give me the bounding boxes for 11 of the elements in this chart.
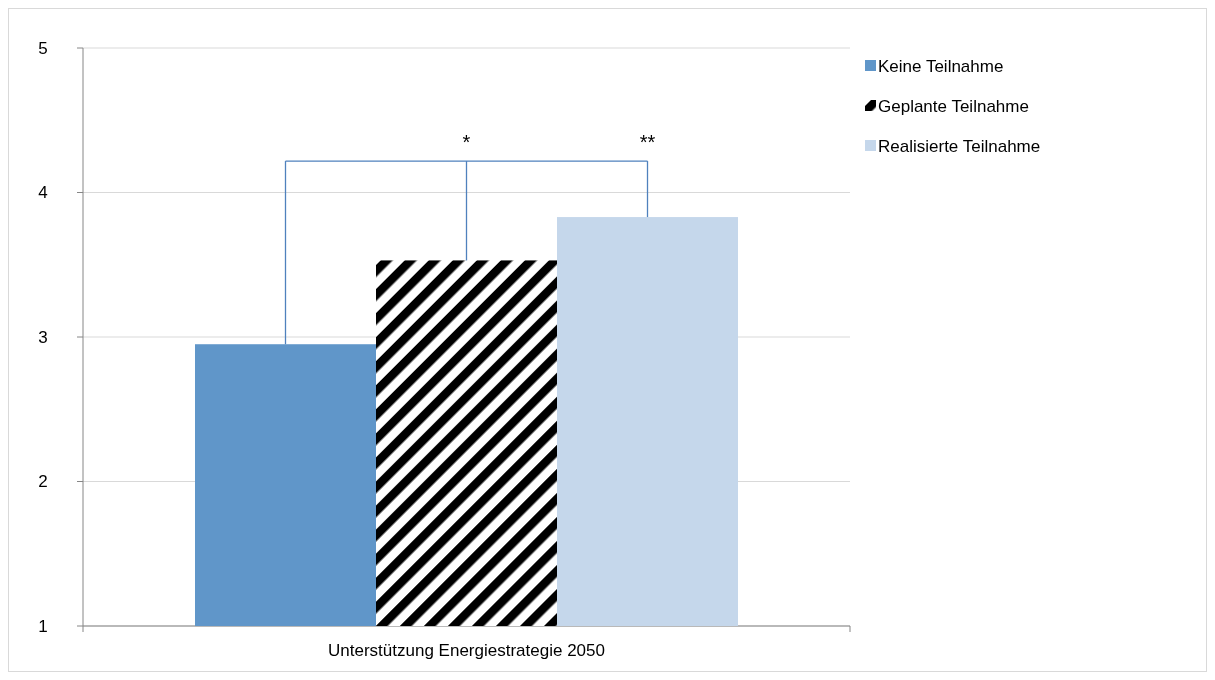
legend-label: Realisierte Teilnahme bbox=[878, 136, 1041, 156]
annotation: ** bbox=[639, 131, 656, 154]
y-tick-label: 1 bbox=[38, 616, 48, 636]
y-tick-label: 2 bbox=[38, 472, 48, 492]
legend-label: Keine Teilnahme bbox=[878, 56, 1004, 76]
legend-label: Geplante Teilnahme bbox=[878, 96, 1029, 116]
y-tick-label: 3 bbox=[38, 327, 48, 347]
y-tick-label: 4 bbox=[38, 183, 48, 203]
annotation: * bbox=[462, 131, 471, 154]
y-tick-label: 5 bbox=[38, 38, 48, 58]
x-tick-label: Unterstützung Energiestrategie 2050 bbox=[328, 641, 605, 660]
